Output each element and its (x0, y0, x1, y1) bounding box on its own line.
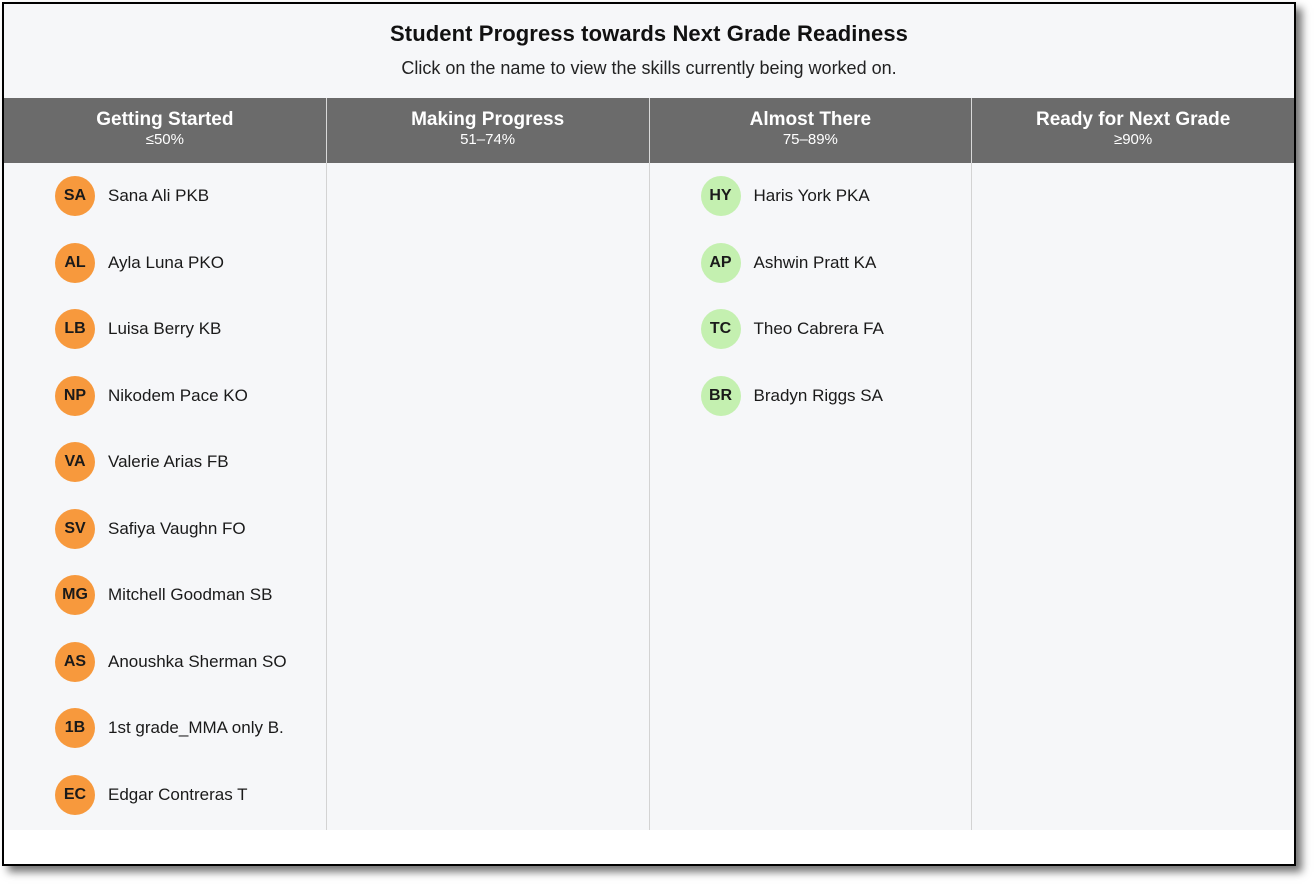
column-bodies: SA Sana Ali PKB AL Ayla Luna PKO LB Luis… (4, 163, 1294, 830)
student-name-link[interactable]: Safiya Vaughn FO (108, 518, 246, 538)
student-avatar: NP (55, 375, 95, 416)
student-item[interactable]: MG Mitchell Goodman SB (55, 575, 326, 615)
student-name-link[interactable]: Ashwin Pratt KA (753, 252, 877, 272)
student-avatar: HY (700, 176, 741, 216)
student-item[interactable]: BR Bradyn Riggs SA (700, 375, 972, 416)
student-item[interactable]: HY Haris York PKA (700, 176, 972, 216)
column-header-ready-next-grade: Ready for Next Grade ≥90% (971, 98, 1294, 163)
student-avatar: SA (55, 176, 95, 216)
student-name-link[interactable]: Valerie Arias FB (108, 452, 229, 471)
student-avatar: TC (700, 309, 741, 349)
student-name-link[interactable]: Theo Cabrera FA (753, 319, 884, 338)
student-item[interactable]: NP Nikodem Pace KO (55, 375, 326, 416)
column-getting-started: SA Sana Ali PKB AL Ayla Luna PKO LB Luis… (4, 163, 326, 830)
panel-footer (4, 830, 1294, 860)
student-avatar: BR (700, 375, 741, 416)
progress-panel: Student Progress towards Next Grade Read… (2, 2, 1296, 866)
student-item[interactable]: AP Ashwin Pratt KA (700, 242, 972, 283)
student-name-link[interactable]: Edgar Contreras T (108, 784, 248, 804)
student-avatar: AS (55, 641, 95, 682)
column-header-getting-started: Getting Started ≤50% (4, 98, 326, 163)
student-name-link[interactable]: Anoushka Sherman SO (108, 651, 287, 671)
page-subtitle: Click on the name to view the skills cur… (401, 58, 897, 78)
column-label: Ready for Next Grade (1035, 109, 1231, 130)
student-name-link[interactable]: 1st grade_MMA only B. (108, 718, 284, 737)
student-item[interactable]: SV Safiya Vaughn FO (55, 508, 326, 549)
student-avatar: EC (55, 774, 95, 815)
student-item[interactable]: SA Sana Ali PKB (55, 176, 326, 216)
student-item[interactable]: VA Valerie Arias FB (55, 442, 326, 482)
student-name-link[interactable]: Haris York PKA (753, 186, 870, 205)
column-headers: Getting Started ≤50% Making Progress 51–… (4, 98, 1294, 163)
column-ready-next-grade (971, 163, 1294, 830)
column-range: ≥90% (1113, 131, 1153, 148)
column-range: ≤50% (145, 131, 184, 148)
student-name-link[interactable]: Mitchell Goodman SB (108, 585, 273, 604)
column-making-progress (325, 163, 649, 830)
student-item[interactable]: EC Edgar Contreras T (55, 774, 326, 815)
student-name-link[interactable]: Bradyn Riggs SA (753, 385, 883, 405)
student-avatar: AL (55, 242, 95, 283)
column-label: Making Progress (411, 109, 565, 130)
student-avatar: AP (700, 242, 741, 283)
column-almost-there: HY Haris York PKA AP Ashwin Pratt KA TC … (648, 163, 972, 830)
student-avatar: VA (55, 442, 95, 482)
column-header-making-progress: Making Progress 51–74% (325, 98, 649, 163)
column-header-almost-there: Almost There 75–89% (648, 98, 972, 163)
student-avatar: MG (55, 575, 95, 615)
student-avatar: LB (55, 309, 95, 349)
column-label: Almost There (749, 109, 872, 130)
student-item[interactable]: LB Luisa Berry KB (55, 309, 326, 349)
column-range: 75–89% (782, 131, 838, 148)
column-label: Getting Started (96, 109, 234, 130)
column-range: 51–74% (460, 131, 516, 148)
student-name-link[interactable]: Sana Ali PKB (108, 186, 210, 205)
student-item[interactable]: AS Anoushka Sherman SO (55, 641, 326, 682)
student-name-link[interactable]: Ayla Luna PKO (108, 252, 224, 272)
student-avatar: 1B (55, 708, 95, 748)
student-item[interactable]: 1B 1st grade_MMA only B. (55, 708, 326, 748)
student-avatar: SV (55, 508, 95, 549)
page-title: Student Progress towards Next Grade Read… (390, 21, 908, 46)
panel-header: Student Progress towards Next Grade Read… (4, 4, 1294, 98)
student-name-link[interactable]: Nikodem Pace KO (108, 385, 248, 405)
student-item[interactable]: AL Ayla Luna PKO (55, 242, 326, 283)
student-name-link[interactable]: Luisa Berry KB (108, 319, 222, 338)
student-item[interactable]: TC Theo Cabrera FA (700, 309, 972, 349)
